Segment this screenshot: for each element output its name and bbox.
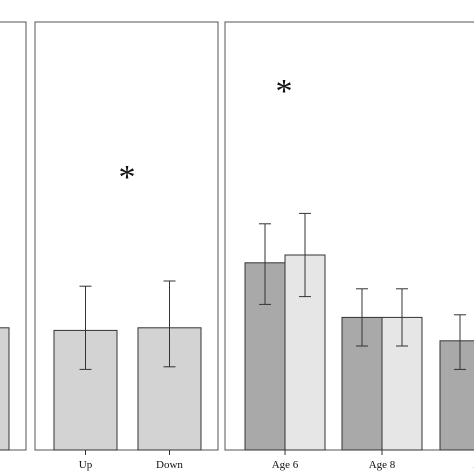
annotation-star-down: *	[119, 159, 136, 196]
bar-ag-s1	[439, 340, 474, 451]
xtick-label-down: Down	[156, 459, 183, 471]
bar-left	[0, 327, 10, 451]
xtick-label-age-6: Age 6	[272, 459, 299, 471]
xtick-label-age-8: Age 8	[369, 459, 396, 471]
panel-left-partial	[0, 21, 27, 451]
panel-mid-frame	[34, 21, 219, 451]
xtick-label-up: Up	[79, 459, 93, 471]
annotation-star-age6: *	[276, 73, 293, 110]
panel-up-down: Up Down *	[34, 21, 219, 471]
